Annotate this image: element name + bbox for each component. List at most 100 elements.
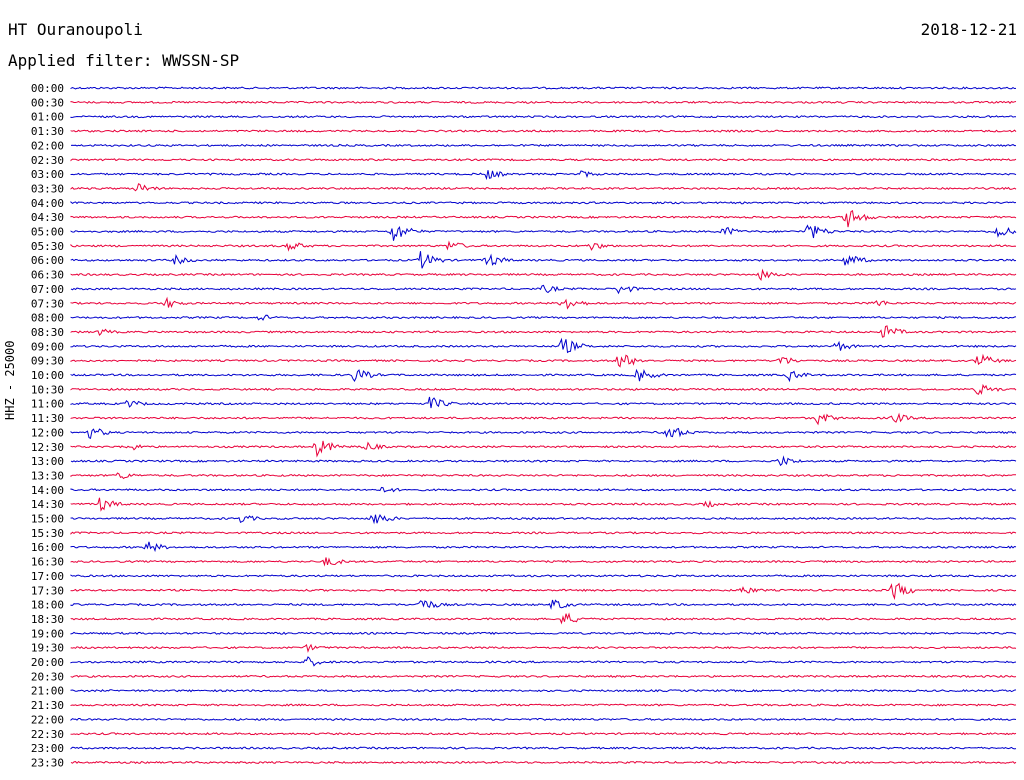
time-tick-label: 19:00 <box>31 627 64 640</box>
time-tick-label: 02:30 <box>31 154 64 167</box>
trace-line <box>70 396 1017 409</box>
trace-line <box>70 656 1017 667</box>
time-tick-label: 20:00 <box>31 656 64 669</box>
time-tick-label: 07:00 <box>31 283 64 296</box>
filter-label: Applied filter: WWSSN-SP <box>8 51 240 70</box>
time-tick-label: 06:00 <box>31 254 64 267</box>
trace-line <box>70 240 1017 252</box>
time-tick-label: 02:00 <box>31 139 64 152</box>
time-tick-label: 16:30 <box>31 556 64 569</box>
time-tick-label: 18:30 <box>31 613 64 626</box>
trace-line <box>70 353 1017 368</box>
trace-line <box>70 612 1017 625</box>
trace-line <box>70 427 1017 440</box>
trace-line <box>70 582 1017 601</box>
time-tick-label: 06:30 <box>31 269 64 282</box>
time-tick-label: 14:00 <box>31 484 64 497</box>
trace-line <box>70 325 1017 338</box>
trace-line <box>70 100 1017 104</box>
trace-line <box>70 674 1017 678</box>
time-tick-label: 17:30 <box>31 584 64 597</box>
trace-line <box>70 760 1017 765</box>
trace-line <box>70 440 1017 458</box>
time-tick-label: 21:30 <box>31 699 64 712</box>
time-tick-label: 05:30 <box>31 240 64 253</box>
time-tick-label: 12:30 <box>31 441 64 454</box>
time-tick-label: 20:30 <box>31 670 64 683</box>
trace-line <box>70 314 1017 321</box>
time-tick-label: 03:30 <box>31 182 64 195</box>
trace-line <box>70 599 1017 610</box>
time-tick-label: 11:30 <box>31 412 64 425</box>
trace-line <box>70 284 1017 295</box>
station-title: HT Ouranoupoli <box>8 20 143 39</box>
time-tick-label: 09:00 <box>31 340 64 353</box>
time-tick-label: 04:00 <box>31 197 64 210</box>
trace-line <box>70 689 1017 693</box>
time-tick-label: 22:30 <box>31 728 64 741</box>
time-tick-label: 09:30 <box>31 355 64 368</box>
trace-line <box>70 115 1016 119</box>
time-tick-label: 00:30 <box>31 96 64 109</box>
time-tick-label: 15:30 <box>31 527 64 540</box>
trace-line <box>70 86 1017 90</box>
time-tick-label: 23:00 <box>31 742 64 755</box>
trace-line <box>70 268 1017 282</box>
time-tick-label: 05:00 <box>31 226 64 239</box>
time-tick-label: 15:00 <box>31 513 64 526</box>
trace-line <box>70 497 1017 512</box>
time-tick-label: 13:30 <box>31 469 64 482</box>
trace-line <box>70 368 1017 383</box>
trace-line <box>70 732 1017 736</box>
trace-line <box>70 455 1017 467</box>
trace-line <box>70 643 1017 653</box>
trace-line <box>70 129 1017 133</box>
trace-line <box>70 746 1017 750</box>
time-tick-label: 01:30 <box>31 125 64 138</box>
trace-line <box>70 143 1016 148</box>
trace-line <box>70 183 1017 192</box>
trace-line <box>70 224 1017 241</box>
trace-line <box>70 201 1017 205</box>
trace-line <box>70 210 1017 228</box>
time-tick-label: 18:00 <box>31 599 64 612</box>
trace-line <box>70 251 1017 269</box>
trace-line <box>70 412 1016 426</box>
trace-line <box>70 486 1017 493</box>
trace-line <box>70 703 1017 707</box>
time-tick-label: 11:00 <box>31 398 64 411</box>
trace-line <box>70 574 1017 578</box>
time-tick-label: 10:30 <box>31 383 64 396</box>
trace-line <box>70 337 1017 354</box>
time-tick-label: 04:30 <box>31 211 64 224</box>
trace-line <box>70 472 1017 480</box>
time-tick-label: 14:30 <box>31 498 64 511</box>
trace-line <box>70 717 1017 721</box>
trace-line <box>70 514 1017 525</box>
date-label: 2018-12-21 <box>920 20 1017 39</box>
time-tick-label: 22:00 <box>31 713 64 726</box>
time-tick-label: 00:00 <box>31 82 64 95</box>
time-tick-label: 03:00 <box>31 168 64 181</box>
time-tick-label: 23:30 <box>31 756 64 769</box>
time-tick-label: 13:00 <box>31 455 64 468</box>
time-tick-label: 21:00 <box>31 685 64 698</box>
time-tick-label: 01:00 <box>31 111 64 124</box>
time-tick-label: 07:30 <box>31 297 64 310</box>
trace-line <box>70 541 1017 553</box>
trace-line <box>70 383 1017 395</box>
time-tick-label: 16:00 <box>31 541 64 554</box>
time-tick-label: 08:30 <box>31 326 64 339</box>
time-tick-label: 19:30 <box>31 642 64 655</box>
trace-line <box>70 531 1017 535</box>
time-tick-label: 10:00 <box>31 369 64 382</box>
trace-line <box>70 631 1017 635</box>
time-tick-label: 08:00 <box>31 312 64 325</box>
time-tick-label: 17:00 <box>31 570 64 583</box>
trace-line <box>70 557 1017 567</box>
trace-line <box>70 296 1017 310</box>
trace-line <box>70 158 1017 162</box>
trace-line <box>70 170 1017 181</box>
time-tick-label: 12:00 <box>31 426 64 439</box>
